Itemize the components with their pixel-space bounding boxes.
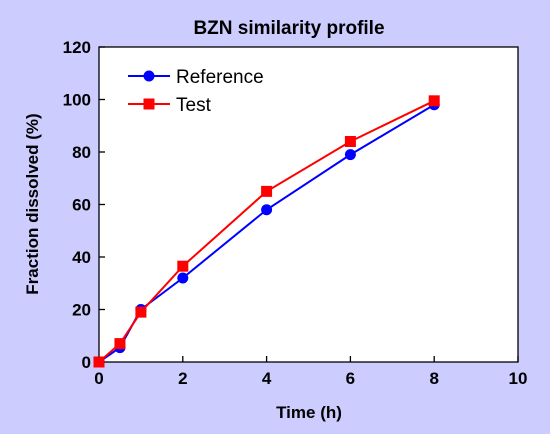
series-test: [93, 95, 440, 368]
y-tick-label: 100: [63, 91, 91, 110]
y-tick-label: 60: [72, 196, 91, 215]
data-point-reference: [177, 272, 189, 284]
data-point-test: [114, 338, 126, 350]
x-tick-label: 10: [509, 369, 528, 388]
x-axis-label: Time (h): [276, 403, 342, 422]
data-point-test: [428, 95, 440, 107]
x-tick-label: 0: [94, 369, 103, 388]
y-tick-label: 120: [63, 38, 91, 57]
legend-label-test: Test: [176, 95, 212, 116]
chart-title: BZN similarity profile: [193, 18, 384, 39]
legend-marker-reference: [143, 70, 155, 82]
x-tick-label: 2: [178, 369, 187, 388]
data-point-test: [93, 356, 105, 368]
data-point-test: [135, 306, 147, 318]
y-tick-label: 0: [82, 353, 91, 372]
y-tick-label: 40: [72, 248, 91, 267]
data-point-test: [177, 260, 189, 272]
legend-marker-test: [143, 98, 155, 110]
x-tick-label: 4: [262, 369, 272, 388]
y-tick-label: 20: [72, 301, 91, 320]
legend-label-reference: Reference: [176, 67, 264, 88]
series-layer: [93, 95, 440, 368]
legend: Reference Test: [128, 67, 264, 116]
data-point-reference: [344, 149, 356, 161]
data-point-reference: [261, 204, 273, 216]
data-point-test: [344, 136, 356, 147]
x-tick-label: 6: [346, 369, 355, 388]
y-axis-label: Fraction dissolved (%): [23, 113, 42, 294]
data-point-test: [261, 185, 273, 197]
y-tick-label: 80: [72, 143, 91, 162]
x-tick-label: 8: [429, 369, 438, 388]
plot-area: [98, 46, 519, 363]
